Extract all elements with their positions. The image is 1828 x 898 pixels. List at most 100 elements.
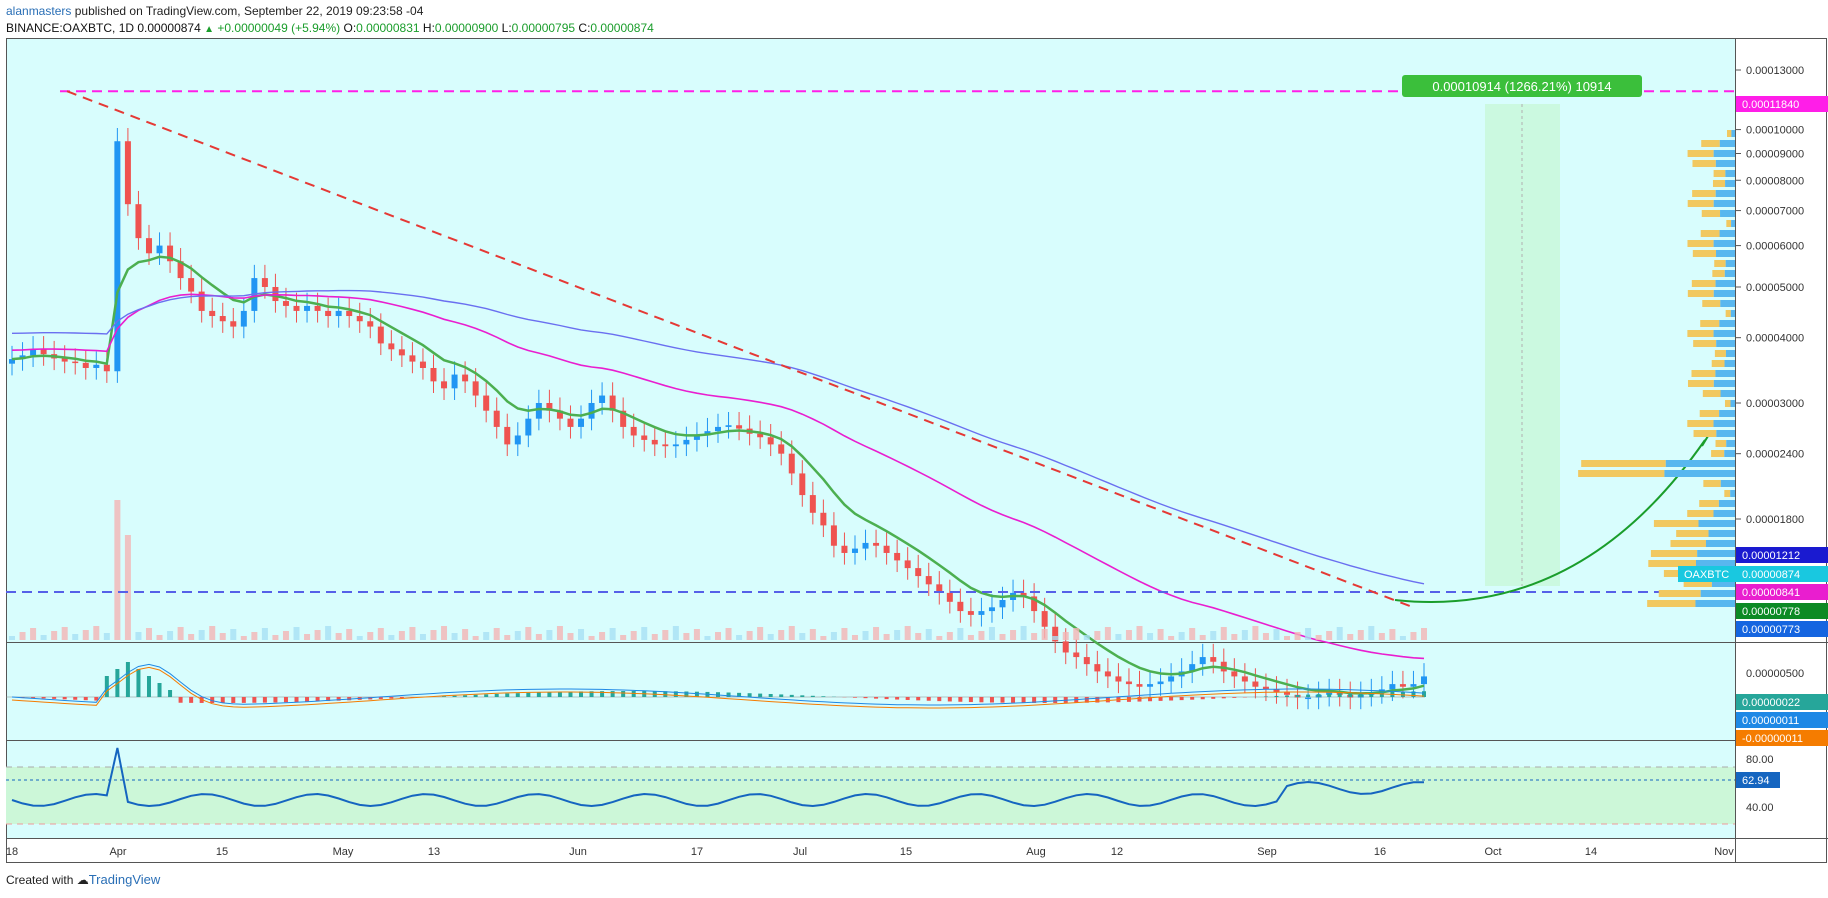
rsi-band [6, 767, 1735, 824]
volume-profile-bar-yellow [1725, 310, 1731, 317]
candle-body [314, 305, 321, 311]
candle-body [209, 310, 216, 317]
macd-histogram-bar [1053, 697, 1058, 703]
macd-histogram-bar [473, 694, 478, 697]
macd-histogram-bar [1316, 694, 1321, 697]
macd-histogram-bar [810, 695, 815, 697]
volume-profile-bar-yellow [1687, 290, 1714, 297]
volume-profile-bar-yellow [1648, 560, 1696, 567]
macd-histogram-bar [968, 697, 973, 703]
time-axis-bg [6, 839, 1735, 862]
volume-bar [704, 636, 711, 640]
projection-arrow [1394, 439, 1706, 603]
volume-bar [1031, 633, 1038, 640]
volume-bar [630, 631, 637, 640]
volume-bar [873, 627, 880, 640]
macd-histogram-bar [1221, 697, 1226, 699]
price-label-box [1736, 96, 1828, 112]
volume-bar [609, 628, 616, 640]
candle-body [788, 453, 795, 474]
time-tick-label: Nov [1714, 846, 1734, 858]
volume-profile-bar-blue [1716, 340, 1735, 347]
volume-bar [219, 633, 226, 640]
macd-label-box [1736, 712, 1828, 728]
volume-bar [9, 636, 15, 640]
candle-body [483, 395, 490, 411]
volume-bar [472, 636, 479, 640]
volume-bar [736, 635, 743, 640]
volume-bar [419, 634, 426, 640]
candle-body [967, 611, 974, 615]
volume-bar [1326, 631, 1333, 640]
volume-profile-bar-blue [1695, 560, 1735, 567]
volume-profile-bar-blue [1719, 140, 1735, 147]
volume-bar [367, 632, 374, 640]
volume-profile-bar-blue [1718, 500, 1735, 507]
volume-bar [830, 632, 837, 640]
price-tick-label: 0.00002400 [1746, 449, 1804, 461]
macd-histogram-bar [526, 692, 531, 697]
brand-link[interactable]: TradingView [88, 872, 161, 887]
macd-histogram-bar [916, 697, 921, 701]
candle-body [145, 238, 152, 254]
macd-histogram-bar [262, 697, 267, 703]
volume-profile-bar-yellow [1687, 510, 1714, 517]
trend-line [66, 90, 1416, 609]
candle-body [820, 512, 827, 526]
candle-body [1241, 676, 1248, 682]
volume-bar [862, 631, 869, 640]
volume-bar [145, 628, 152, 640]
price-tick-label: 0.00007000 [1746, 206, 1804, 218]
rsi-line [11, 747, 1425, 808]
macd-histogram-bar [1358, 692, 1363, 697]
volume-bar [820, 636, 827, 640]
macd-histogram-bar [1348, 692, 1353, 697]
candle-body [1062, 641, 1069, 653]
macd-histogram-bar [726, 692, 731, 697]
volume-bar [546, 630, 553, 640]
volume-bar [620, 635, 627, 640]
author-link[interactable]: alanmasters [6, 4, 72, 18]
macd-histogram-bar [874, 697, 879, 699]
volume-bar [240, 636, 247, 640]
volume-bar [103, 633, 110, 640]
volume-profile-bar-blue [1720, 480, 1735, 487]
candle-body [240, 310, 247, 327]
macd-histogram-bar [273, 697, 278, 703]
candle-body [219, 316, 226, 322]
macd-histogram-bar [494, 693, 499, 697]
candle-body [82, 362, 89, 368]
volume-bar [967, 635, 974, 640]
publish-text: published on TradingView.com, September … [74, 4, 424, 18]
candle-body [93, 364, 100, 368]
volume-bar [578, 629, 585, 640]
macd-label-box [1736, 694, 1828, 710]
candle-body [124, 141, 131, 205]
volume-bar [1421, 628, 1427, 640]
volume-bar [799, 633, 806, 640]
candle-body [1410, 684, 1417, 687]
macd-histogram-bar [684, 691, 689, 697]
price-label-text: 0.00001212 [1742, 550, 1800, 562]
volume-bar [251, 632, 258, 640]
price-tick-label: 0.00009000 [1746, 149, 1804, 161]
volume-profile-bar-blue [1724, 270, 1735, 277]
macd-histogram-bar [768, 694, 773, 697]
macd-histogram-bar [189, 697, 194, 703]
macd-histogram-bar [1190, 697, 1195, 700]
price-label-text: 0.00000773 [1742, 624, 1800, 636]
volume-bar [293, 627, 300, 640]
rsi-tick-label: 80.00 [1746, 754, 1774, 766]
volume-profile-bar-yellow [1693, 340, 1717, 347]
candle-body [103, 364, 110, 372]
volume-profile-bar-yellow [1687, 380, 1714, 387]
candle-body [1073, 652, 1080, 658]
volume-bar [30, 628, 37, 640]
candle-body [936, 584, 943, 593]
macd-histogram-bar [452, 695, 457, 697]
volume-bar [1041, 629, 1048, 640]
macd-histogram-bar [241, 697, 246, 703]
low-label: L: [501, 21, 512, 35]
volume-bar [335, 633, 342, 640]
